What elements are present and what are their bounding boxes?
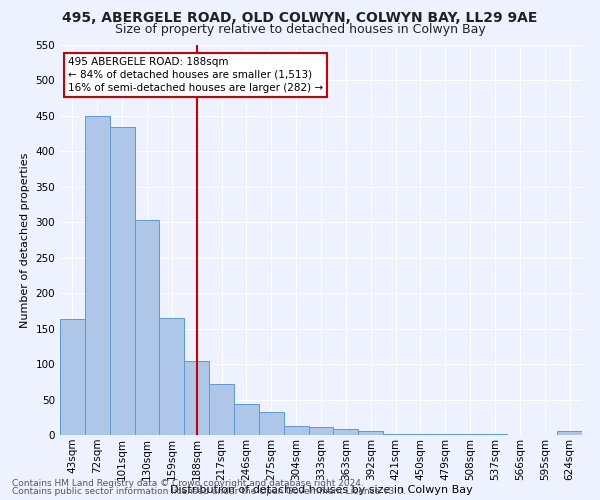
Text: Contains public sector information licensed under the Open Government Licence v3: Contains public sector information licen…	[12, 487, 406, 496]
Bar	[259, 412, 284, 435]
Bar	[557, 432, 582, 435]
Text: Contains HM Land Registry data © Crown copyright and database right 2024.: Contains HM Land Registry data © Crown c…	[12, 478, 364, 488]
Bar	[60, 320, 85, 435]
Bar	[234, 404, 259, 435]
Text: 495 ABERGELE ROAD: 188sqm
← 84% of detached houses are smaller (1,513)
16% of se: 495 ABERGELE ROAD: 188sqm ← 84% of detac…	[68, 56, 323, 93]
Bar	[308, 427, 334, 435]
Bar	[482, 434, 508, 435]
Bar	[433, 434, 458, 435]
Bar	[134, 220, 160, 435]
Text: Size of property relative to detached houses in Colwyn Bay: Size of property relative to detached ho…	[115, 22, 485, 36]
X-axis label: Distribution of detached houses by size in Colwyn Bay: Distribution of detached houses by size …	[170, 486, 472, 496]
Y-axis label: Number of detached properties: Number of detached properties	[20, 152, 30, 328]
Bar	[284, 426, 308, 435]
Bar	[458, 434, 482, 435]
Bar	[85, 116, 110, 435]
Bar	[358, 432, 383, 435]
Bar	[408, 434, 433, 435]
Text: 495, ABERGELE ROAD, OLD COLWYN, COLWYN BAY, LL29 9AE: 495, ABERGELE ROAD, OLD COLWYN, COLWYN B…	[62, 11, 538, 25]
Bar	[184, 360, 209, 435]
Bar	[160, 318, 184, 435]
Bar	[334, 428, 358, 435]
Bar	[110, 126, 134, 435]
Bar	[209, 384, 234, 435]
Bar	[383, 434, 408, 435]
